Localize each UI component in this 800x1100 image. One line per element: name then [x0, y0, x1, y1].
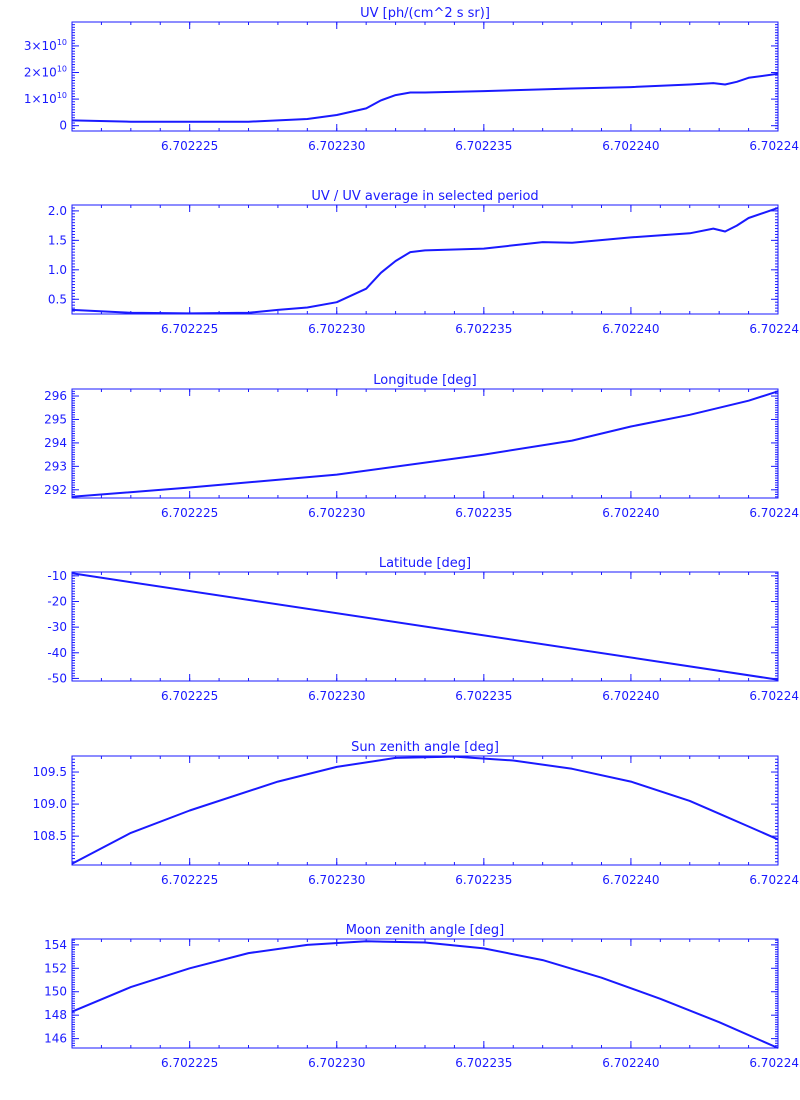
chart-title: Longitude [deg] [373, 373, 476, 388]
y-tick-label: 1.5 [48, 233, 67, 247]
plot-frame [71, 21, 779, 132]
y-tick-label: 148 [44, 1008, 67, 1022]
y-tick-label: 1×1010 [24, 91, 67, 106]
x-tick-label: 6.702240 [602, 873, 659, 887]
y-tick-label: 296 [44, 389, 67, 403]
y-tick-label: 152 [44, 961, 67, 975]
x-tick-label: 6.702245 [749, 873, 800, 887]
x-tick-label: 6.702230 [308, 506, 365, 520]
y-tick-label: -40 [47, 646, 67, 660]
x-tick-label: 6.702245 [749, 322, 800, 336]
y-tick-label: 0 [59, 119, 67, 133]
chart-panel-6: Moon zenith angle [deg] 6.702225 6.702230 6… [44, 923, 800, 1070]
y-tick-label: 109.0 [33, 797, 67, 811]
x-tick-label: 6.702235 [455, 322, 512, 336]
x-tick-label: 6.702235 [455, 873, 512, 887]
y-tick-label: 293 [44, 459, 67, 473]
x-tick-label: 6.702245 [749, 1056, 800, 1070]
x-tick-label: 6.702230 [308, 689, 365, 703]
x-tick-label: 6.702225 [161, 873, 218, 887]
x-tick-label: 6.702225 [161, 689, 218, 703]
plot-frame [71, 755, 779, 866]
chart-panel-1: UV [ph/(cm^2 s sr)] 6.702225 6.702230 6.702… [24, 6, 800, 153]
x-tick-label: 6.702230 [308, 322, 365, 336]
x-tick-label: 6.702235 [455, 139, 512, 153]
y-tick-label: 292 [44, 483, 67, 497]
plot-frame [71, 204, 779, 315]
y-tick-label: 150 [44, 985, 67, 999]
series-line [71, 206, 779, 315]
y-tick-label-exp: 10 [57, 65, 67, 74]
y-tick-label-exp: 10 [57, 38, 67, 47]
series-line [71, 755, 779, 865]
y-tick-label: -50 [47, 671, 67, 685]
y-tick-label: 1.0 [48, 263, 67, 277]
y-tick-label: 294 [44, 436, 67, 450]
chart-panel-4: Latitude [deg] 6.702225 6.702230 6.702235 6.… [47, 556, 800, 703]
chart-title: Latitude [deg] [379, 556, 471, 571]
y-tick-label: 3×1010 [24, 38, 67, 53]
x-tick-label: 6.702245 [749, 139, 800, 153]
series-line [71, 940, 779, 1049]
chart-panel-2: UV / UV average in selected period 6.7022… [48, 189, 800, 336]
x-tick-label: 6.702235 [455, 506, 512, 520]
chart-title: UV [ph/(cm^2 s sr)] [360, 6, 490, 21]
y-tick-label: -20 [47, 594, 67, 608]
y-tick-label-exp: 10 [57, 91, 67, 100]
x-tick-label: 6.702235 [455, 1056, 512, 1070]
y-tick-label-base: 1×10 [24, 92, 57, 106]
y-tick-label: 2×1010 [24, 65, 67, 80]
x-tick-label: 6.702240 [602, 1056, 659, 1070]
x-tick-label: 6.702240 [602, 506, 659, 520]
chart-panel-3: Longitude [deg] 6.702225 6.702230 6.702235 6… [44, 373, 800, 520]
y-tick-label: 146 [44, 1032, 67, 1046]
series-line [71, 390, 779, 498]
y-tick-label: -30 [47, 620, 67, 634]
chart-title: UV / UV average in selected period [311, 189, 538, 204]
plot-frame [71, 938, 779, 1049]
x-tick-label: 6.702225 [161, 506, 218, 520]
x-tick-label: 6.702230 [308, 873, 365, 887]
x-tick-label: 6.702245 [749, 506, 800, 520]
y-tick-label: 108.5 [33, 829, 67, 843]
series-line [71, 72, 779, 123]
chart-title: Sun zenith angle [deg] [351, 740, 499, 755]
y-tick-label-base: 3×10 [24, 39, 57, 53]
plot-frame [71, 388, 779, 499]
x-tick-label: 6.702230 [308, 139, 365, 153]
y-tick-label-base: 0 [59, 119, 67, 133]
y-tick-label-base: 2×10 [24, 66, 57, 80]
y-tick-label: 0.5 [48, 292, 67, 306]
chart-panel-5: Sun zenith angle [deg] 6.702225 6.702230 6.… [33, 740, 800, 887]
x-tick-label: 6.702240 [602, 689, 659, 703]
chart-title: Moon zenith angle [deg] [346, 923, 504, 938]
x-tick-label: 6.702225 [161, 322, 218, 336]
x-tick-label: 6.702235 [455, 689, 512, 703]
x-tick-label: 6.702245 [749, 689, 800, 703]
x-tick-label: 6.702240 [602, 139, 659, 153]
y-tick-label: 154 [44, 938, 67, 952]
series-line [71, 572, 779, 681]
y-tick-label: 2.0 [48, 204, 67, 218]
y-tick-label: 295 [44, 412, 67, 426]
y-tick-label: 109.5 [33, 765, 67, 779]
x-tick-label: 6.702225 [161, 139, 218, 153]
x-tick-label: 6.702230 [308, 1056, 365, 1070]
x-tick-label: 6.702240 [602, 322, 659, 336]
x-tick-label: 6.702225 [161, 1056, 218, 1070]
y-tick-label: -10 [47, 569, 67, 583]
